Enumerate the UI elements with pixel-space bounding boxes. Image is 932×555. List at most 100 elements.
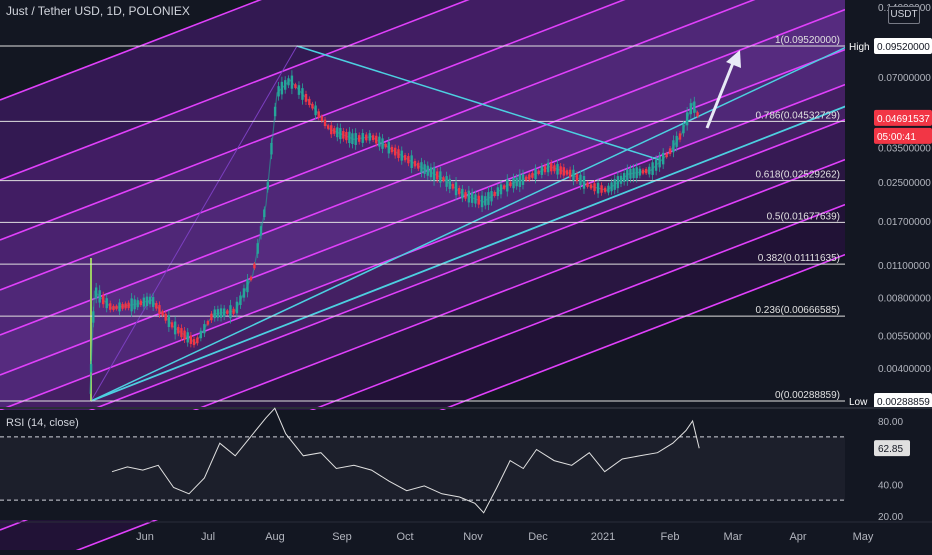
channel-line: [0, 0, 626, 241]
candle-body: [528, 174, 531, 180]
candle-body: [170, 322, 174, 328]
candle-body: [263, 209, 266, 218]
price-axis: 0.140000000.070000000.035000000.02500000…: [845, 0, 932, 550]
candle-body: [130, 298, 133, 312]
candle-body: [219, 308, 223, 318]
channel-line: [0, 48, 846, 376]
time-axis-tick: Aug: [265, 531, 285, 543]
candle-body: [161, 311, 164, 316]
price-tag-label-bg: [845, 39, 875, 53]
candle-body: [311, 103, 314, 109]
candle-body: [457, 188, 461, 195]
candle-body: [213, 309, 216, 319]
candle-body: [512, 177, 515, 189]
candle-body: [232, 308, 235, 314]
candle-body: [556, 164, 559, 175]
price-axis-tick: 0.00400000: [878, 364, 931, 375]
candle-body: [506, 179, 509, 192]
projection-arrow-shaft: [705, 57, 737, 129]
candle-body: [682, 124, 685, 134]
price-tag-value: 0.04691537: [877, 114, 930, 125]
fib-level-label: 0.5(0.01677639): [767, 211, 840, 222]
fib-level-label: 0.236(0.00666585): [755, 305, 840, 316]
candle-body: [121, 304, 124, 309]
candle-body: [672, 140, 675, 153]
candle-body: [118, 302, 121, 312]
candle-body: [189, 335, 193, 344]
candle-body: [610, 182, 613, 192]
candle-body: [397, 149, 400, 158]
candle-body: [339, 128, 342, 140]
candle-body: [333, 128, 336, 134]
candle-body: [283, 80, 287, 90]
candle-body: [164, 313, 167, 321]
candle-body: [277, 86, 280, 97]
candle-body: [270, 142, 273, 155]
price-series: [89, 70, 700, 394]
candle-body: [199, 330, 203, 339]
candle-body: [582, 176, 586, 189]
candle-body: [579, 174, 582, 186]
candle-body: [461, 188, 464, 199]
candle-body: [490, 191, 493, 202]
candle-body: [94, 287, 98, 299]
price-axis-tick: 0.02500000: [878, 178, 931, 189]
fib-level-label: 0.382(0.01111635): [758, 253, 840, 264]
price-axis-tick: 0.01100000: [878, 261, 931, 272]
candle-body: [435, 171, 439, 180]
candle-body: [432, 167, 436, 181]
candle-body: [246, 279, 249, 293]
candle-body: [381, 138, 384, 149]
candle-body: [696, 112, 699, 117]
time-axis-tick: Mar: [724, 531, 743, 543]
candle-body: [622, 173, 626, 182]
candle-body: [480, 195, 484, 208]
candle-body: [550, 163, 553, 172]
candle-body: [693, 101, 696, 113]
candle-body: [242, 288, 246, 298]
candle-body: [384, 143, 387, 148]
candle-body: [531, 173, 534, 178]
candle-body: [253, 263, 256, 269]
candle-body: [534, 168, 537, 180]
price-axis-tick: 0.03500000: [878, 144, 931, 155]
resistance-line: [90, 34, 873, 402]
candle-body: [151, 297, 155, 307]
time-axis-tick: Oct: [396, 531, 413, 543]
fib-level-label: 1(0.09520000): [775, 35, 840, 46]
candle-body: [521, 174, 525, 185]
candle-body: [145, 296, 149, 307]
candle-body: [136, 300, 139, 308]
candle-body: [387, 141, 391, 154]
candle-body: [596, 182, 600, 194]
candle-body: [196, 337, 199, 344]
candle-body: [89, 364, 93, 373]
candle-body: [256, 243, 259, 254]
candle-body: [158, 305, 161, 315]
candle-body: [651, 162, 654, 175]
candle-body: [127, 302, 130, 309]
candle-body: [493, 191, 496, 196]
candle-body: [249, 276, 253, 281]
candle-body: [155, 303, 158, 309]
candle-body: [540, 166, 544, 175]
candle-body: [426, 165, 429, 176]
candle-body: [407, 156, 410, 164]
candle-body: [368, 133, 371, 141]
price-axis-tick: 0.01700000: [878, 217, 931, 228]
rsi-pane: 80.00 40.00 20.00 62.85: [0, 407, 910, 523]
candle-body: [445, 176, 448, 187]
candle-body: [429, 167, 433, 178]
candle-body: [330, 125, 333, 135]
price-axis-bg: [845, 0, 932, 550]
candle-body: [496, 187, 500, 197]
channel-line: [0, 83, 846, 411]
candle-body: [342, 131, 345, 139]
candle-body: [294, 84, 297, 88]
currency-unit-badge[interactable]: USDT: [888, 6, 920, 24]
rsi-axis-tick: 20.00: [878, 512, 903, 523]
candle-body: [320, 116, 324, 122]
candle-body: [678, 133, 682, 140]
